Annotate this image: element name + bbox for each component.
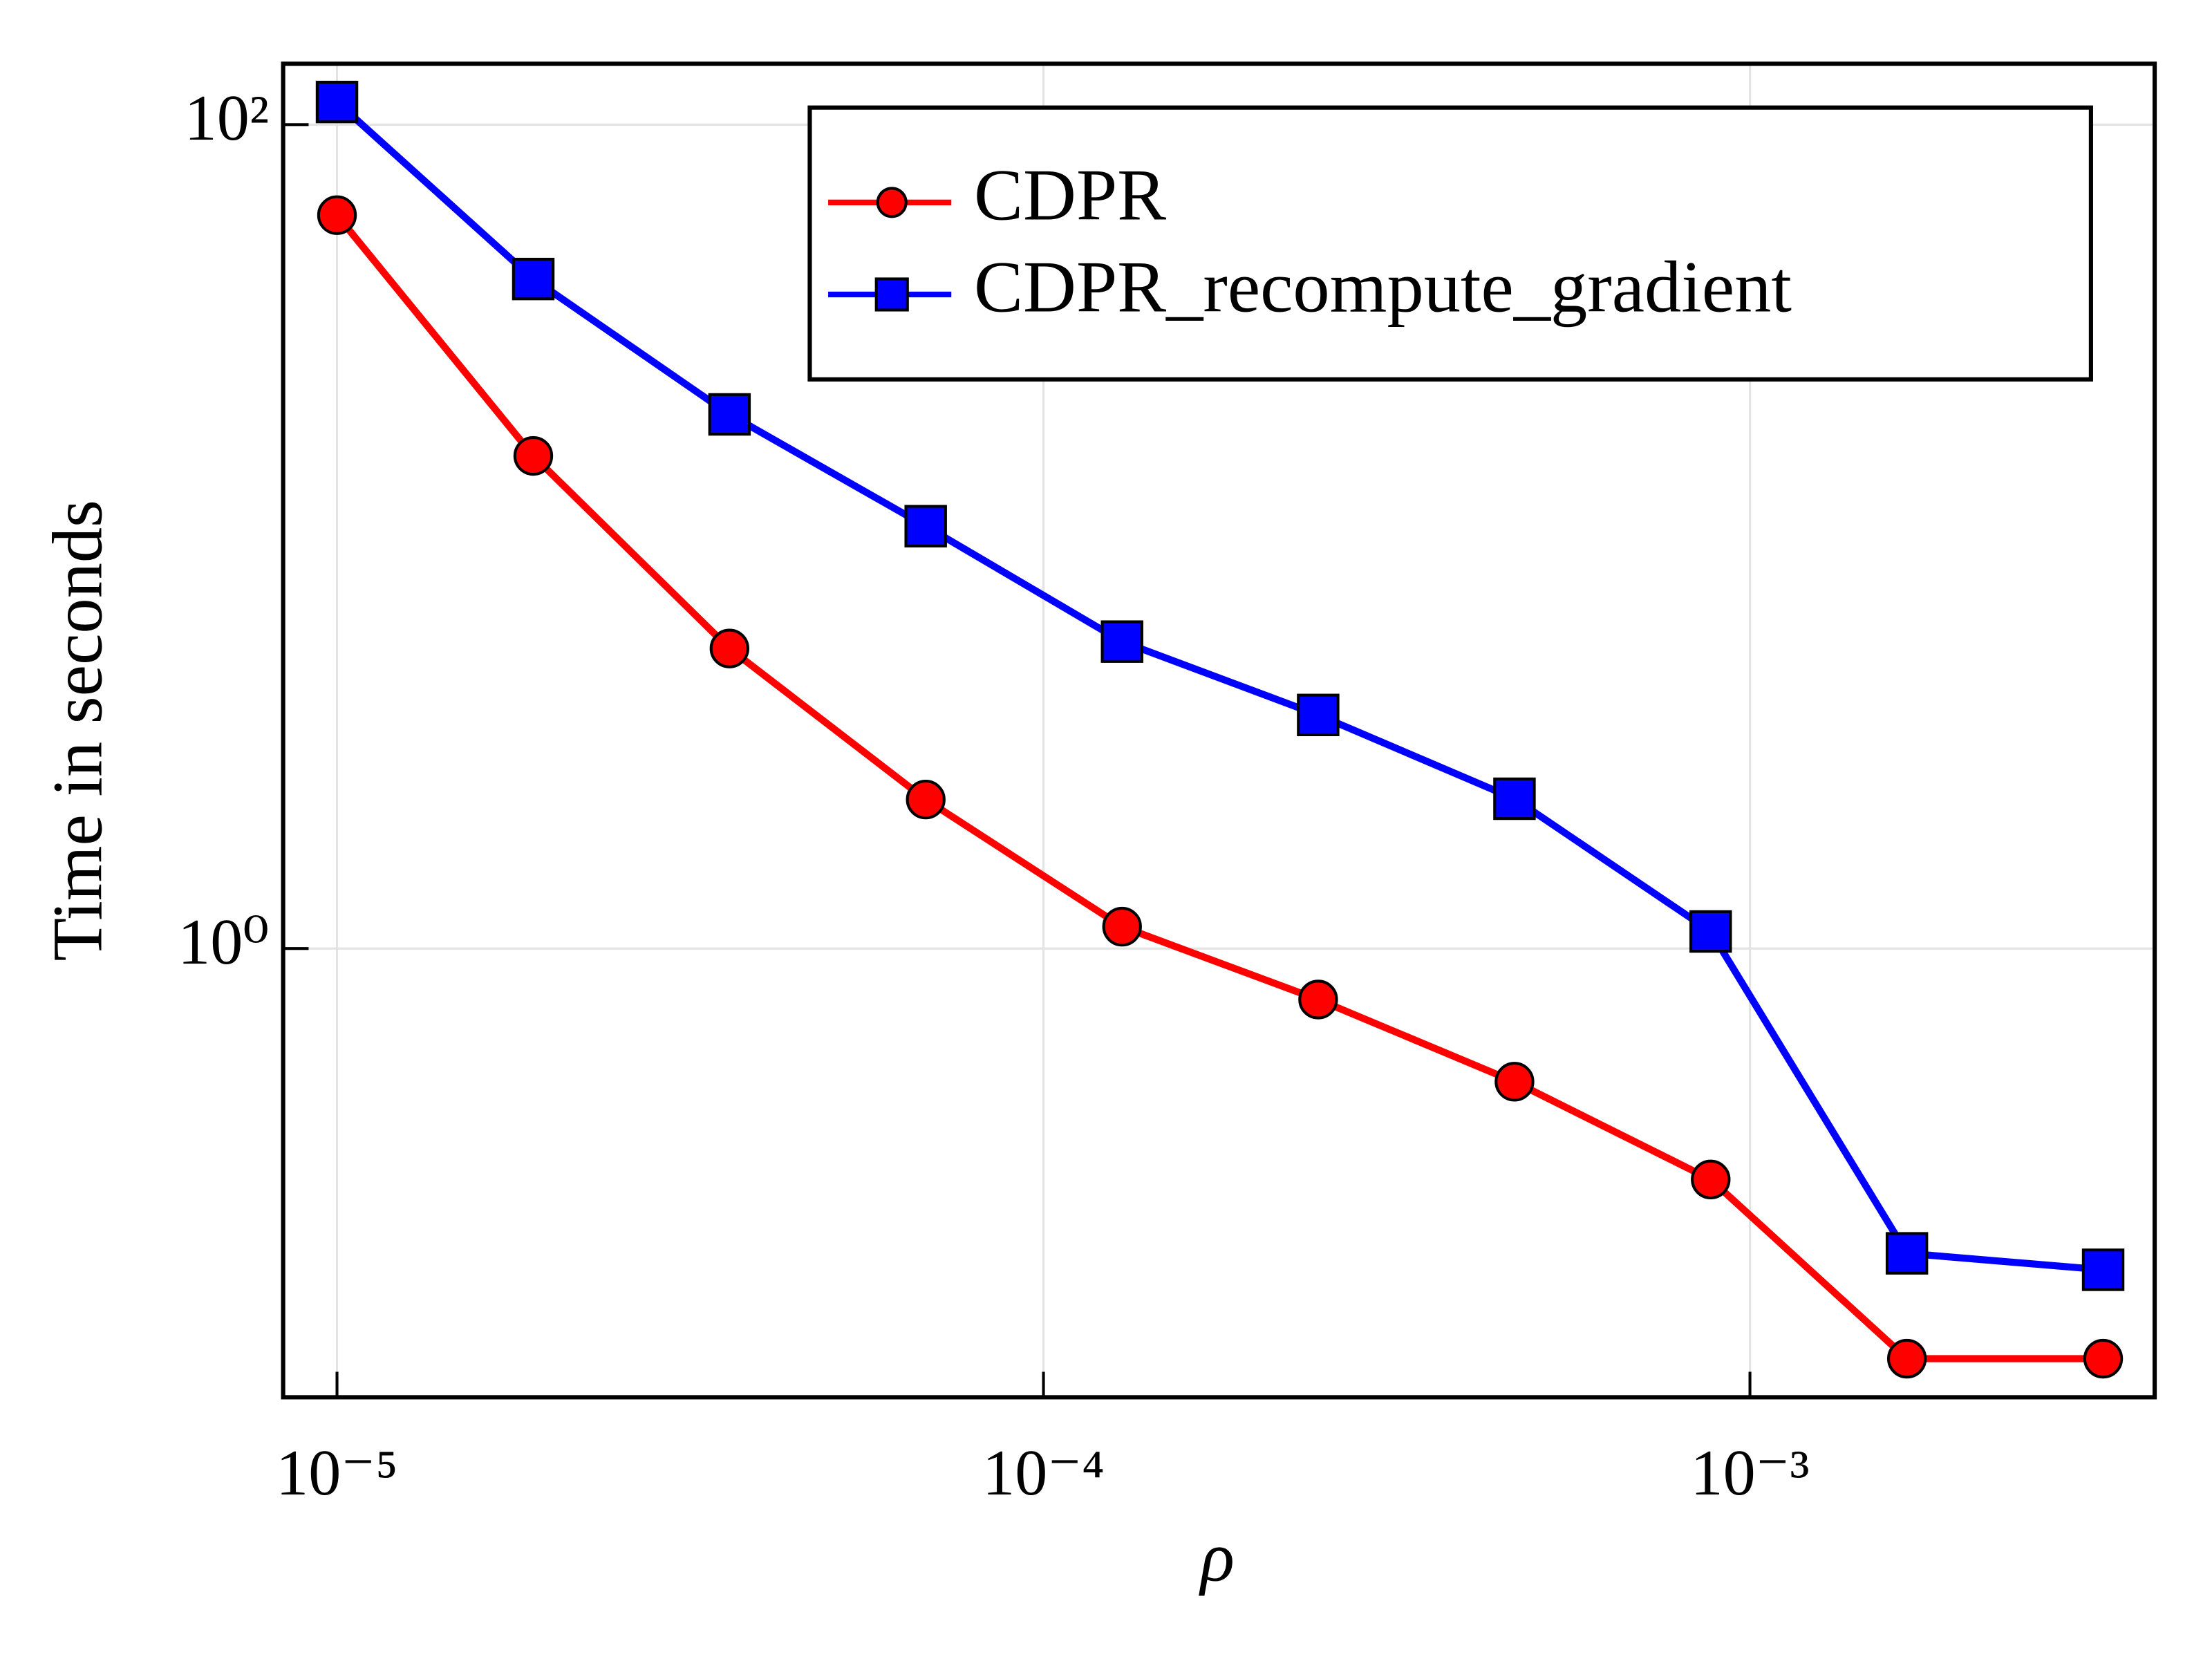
legend: CDPR CDPR_recompute_gradient [807, 105, 2093, 382]
marker [904, 505, 947, 547]
series-line [334, 213, 2103, 1362]
marker [709, 628, 750, 668]
marker [1689, 910, 1732, 953]
legend-label: CDPR [974, 154, 1166, 236]
marker [1298, 980, 1338, 1020]
series-line [335, 99, 2103, 1274]
plot-frame [281, 62, 2157, 1400]
marker [1691, 1159, 1731, 1199]
legend-marker [874, 277, 909, 312]
marker [1493, 777, 1536, 821]
marker [315, 80, 359, 124]
marker [512, 257, 555, 301]
legend-label: CDPR_recompute_gradient [974, 246, 1792, 328]
marker [1886, 1338, 1927, 1379]
marker [513, 435, 554, 476]
x-axis-label: ρ [1199, 1519, 1235, 1597]
marker [1885, 1232, 1929, 1275]
x-tick-label: 10⁻³ [1690, 1437, 1809, 1509]
marker [2083, 1338, 2124, 1379]
marker [1297, 693, 1340, 737]
y-axis-label: Time in seconds [39, 500, 117, 961]
marker [906, 779, 946, 820]
legend-box [807, 105, 2093, 382]
y-tick-label: 10² [185, 82, 269, 154]
x-tick-label: 10⁻⁴ [982, 1437, 1105, 1509]
marker [317, 195, 357, 235]
y-tick-label: 10⁰ [178, 906, 269, 978]
marker [1100, 620, 1143, 663]
x-tick-label: 10⁻⁵ [276, 1437, 398, 1509]
marker [708, 393, 751, 436]
marker [1102, 906, 1142, 947]
marker [2081, 1248, 2125, 1291]
legend-marker [876, 187, 908, 218]
marker [1494, 1062, 1535, 1102]
